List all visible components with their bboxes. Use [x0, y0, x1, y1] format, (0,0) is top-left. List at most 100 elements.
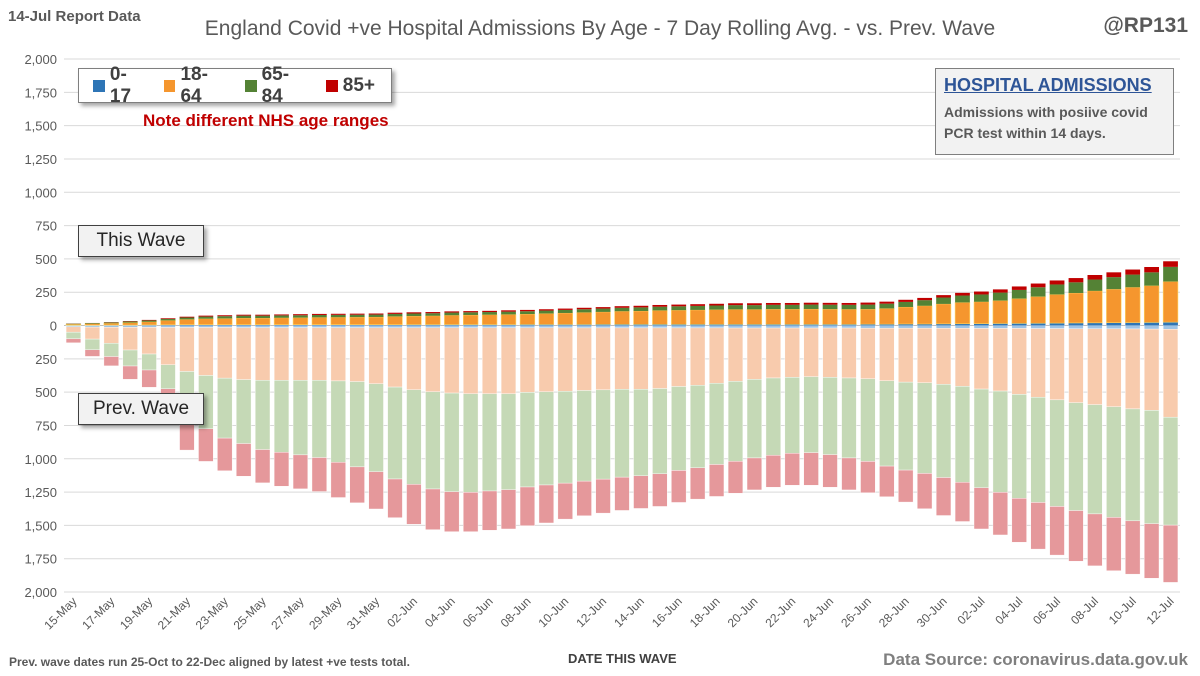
x-tick-label: 10-Jun	[536, 594, 572, 630]
this-bar-18-64	[481, 314, 498, 325]
this-bar-18-64	[841, 308, 857, 325]
prev-bar-0-17	[217, 325, 233, 328]
this-bar-65-84	[879, 303, 895, 309]
this-bar-0-17	[255, 324, 270, 326]
this-bar-18-64	[746, 309, 763, 325]
this-bar-18-64	[1049, 294, 1065, 324]
this-bar-0-17	[1011, 323, 1027, 326]
y-tick-label: 750	[35, 418, 57, 433]
this-bar-85+	[595, 307, 611, 309]
prev-bar-0-17	[463, 325, 479, 328]
this-bar-65-84	[463, 312, 479, 315]
prev-bar-85+	[898, 469, 914, 503]
this-bar-85+	[368, 313, 384, 315]
prev-bar-85+	[765, 455, 781, 488]
this-bar-0-17	[557, 324, 573, 326]
this-bar-85+	[463, 311, 479, 313]
this-bar-85+	[141, 319, 157, 321]
prev-bar-65-84	[954, 386, 971, 483]
this-bar-65-84	[1163, 266, 1178, 282]
prev-bar-0-17	[122, 325, 138, 328]
prev-bar-85+	[1144, 523, 1160, 579]
prev-bar-18-64	[708, 327, 725, 384]
prev-bar-18-64	[898, 327, 914, 383]
prev-bar-85+	[557, 482, 573, 520]
this-bar-85+	[1144, 267, 1160, 273]
prev-wave-bars	[65, 325, 1179, 583]
prev-bar-85+	[1106, 517, 1122, 571]
prev-bar-85+	[236, 443, 252, 477]
prev-bar-65-84	[463, 393, 479, 493]
prev-bar-85+	[122, 365, 138, 380]
prev-bar-18-64	[973, 328, 989, 390]
this-bar-18-64	[973, 301, 990, 324]
this-bar-65-84	[690, 305, 706, 310]
prev-bar-85+	[973, 487, 989, 530]
y-tick-label: 2,000	[24, 585, 57, 600]
this-bar-85+	[1011, 286, 1027, 290]
x-tick-label: 23-May	[193, 594, 231, 632]
this-bar-18-64	[236, 317, 252, 326]
prev-bar-18-64	[1068, 328, 1084, 403]
this-bar-0-17	[482, 324, 497, 326]
prev-bar-65-84	[160, 364, 176, 389]
prev-bar-85+	[822, 454, 838, 488]
this-bar-0-17	[179, 324, 195, 326]
prev-bar-18-64	[1049, 328, 1065, 401]
this-bar-85+	[406, 312, 422, 314]
info-box-line-1: Admissions with posiive covid	[944, 104, 1148, 120]
prev-bar-18-64	[652, 327, 668, 389]
this-bar-65-84	[293, 315, 308, 318]
this-bar-18-64	[633, 310, 649, 325]
prev-bar-18-64	[84, 326, 100, 340]
this-bar-0-17	[917, 324, 933, 326]
this-bar-85+	[860, 302, 876, 305]
prev-bar-18-64	[330, 327, 346, 382]
this-bar-85+	[1087, 274, 1103, 280]
this-bar-0-17	[425, 324, 441, 326]
prev-bar-0-17	[954, 325, 971, 329]
this-bar-0-17	[236, 324, 252, 326]
prev-bar-85+	[708, 464, 725, 497]
this-bar-0-17	[274, 324, 289, 326]
this-bar-85+	[1049, 280, 1065, 285]
prev-bar-0-17	[784, 325, 800, 329]
legend-item-85-plus: 85+	[325, 75, 375, 97]
legend-swatch-0-17	[93, 79, 105, 92]
prev-bar-85+	[1011, 498, 1027, 543]
prev-bar-85+	[633, 475, 649, 509]
prev-wave-label: Prev. Wave	[78, 393, 204, 425]
x-tick-label: 19-May	[117, 594, 155, 632]
this-bar-65-84	[614, 307, 630, 312]
info-box-line-2: PCR test within 14 days.	[944, 125, 1106, 141]
prev-bar-85+	[954, 482, 971, 522]
this-bar-85+	[198, 315, 214, 317]
prev-bar-0-17	[444, 325, 460, 328]
prev-bar-18-64	[255, 327, 271, 381]
this-bar-18-64	[1011, 298, 1027, 324]
this-bar-18-64	[519, 313, 536, 325]
prev-bar-18-64	[1011, 328, 1027, 395]
this-bar-18-64	[330, 316, 346, 326]
prev-bar-65-84	[595, 389, 611, 480]
prev-bar-18-64	[311, 327, 327, 381]
prev-bar-18-64	[690, 327, 706, 386]
prev-bar-18-64	[803, 327, 819, 377]
prev-bar-65-84	[273, 380, 290, 453]
prev-bar-18-64	[822, 327, 838, 378]
this-bar-18-64	[292, 317, 309, 326]
prev-bar-0-17	[1144, 325, 1160, 330]
prev-bar-65-84	[690, 384, 706, 469]
prev-bar-18-64	[482, 327, 498, 394]
legend-swatch-65-84	[244, 79, 257, 92]
this-bar-18-64	[576, 312, 592, 325]
this-bar-65-84	[1049, 284, 1065, 295]
legend-item-18-64: 18-64	[163, 64, 229, 108]
prev-bar-0-17	[368, 325, 384, 328]
x-tick-label: 26-Jun	[838, 594, 874, 630]
prev-bar-85+	[538, 484, 554, 524]
x-tick-label: 20-Jun	[725, 594, 761, 630]
this-bar-65-84	[860, 304, 876, 310]
prev-bar-18-64	[1106, 328, 1122, 407]
this-bar-85+	[784, 302, 800, 305]
